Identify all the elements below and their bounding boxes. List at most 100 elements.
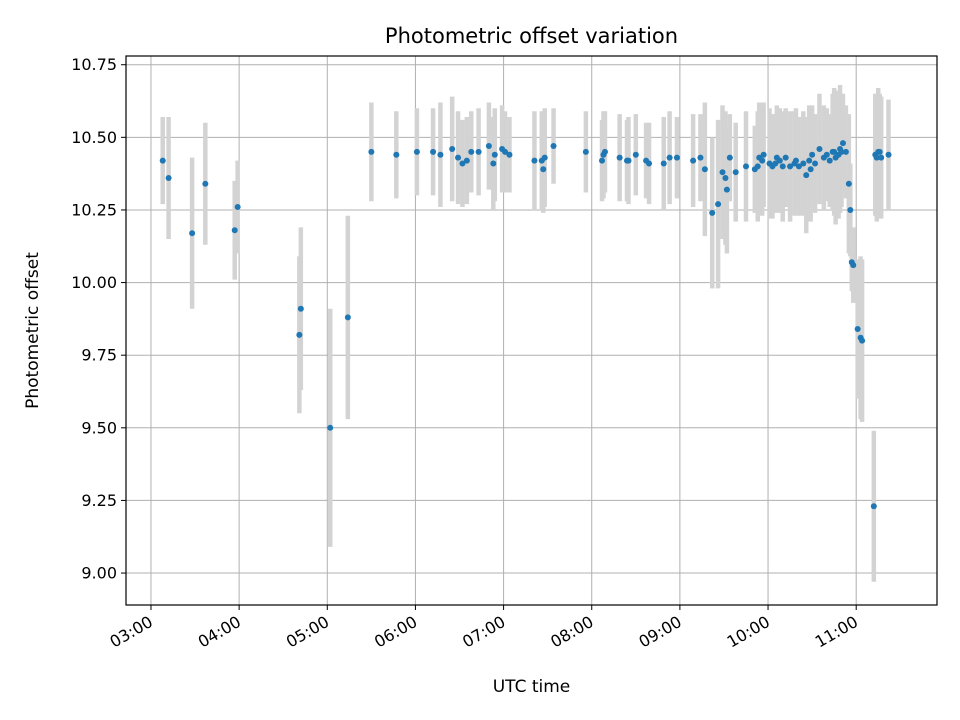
x-axis-title: UTC time: [493, 677, 571, 697]
data-point: [541, 154, 548, 161]
data-point: [646, 160, 653, 167]
data-point: [812, 160, 819, 167]
data-point: [816, 145, 823, 152]
data-point: [455, 154, 462, 161]
data-point: [803, 172, 810, 179]
y-axis-title: Photometric offset: [23, 252, 43, 409]
data-point: [531, 157, 538, 164]
data-point: [413, 148, 420, 155]
data-point: [782, 154, 789, 161]
data-point: [673, 154, 680, 161]
data-point: [202, 180, 209, 187]
data-point: [159, 157, 166, 164]
data-point: [550, 143, 557, 150]
y-tick-label: 10.00: [71, 273, 117, 292]
grid-lines: [126, 56, 937, 605]
data-point: [779, 163, 786, 170]
data-point: [839, 140, 846, 147]
data-point: [876, 148, 883, 155]
chart-title: Photometric offset variation: [385, 24, 678, 48]
data-point: [759, 157, 766, 164]
data-point: [743, 163, 750, 170]
data-point: [878, 154, 885, 161]
data-point: [723, 186, 730, 193]
data-point: [599, 157, 606, 164]
data-point: [823, 151, 830, 158]
data-point: [854, 326, 861, 333]
data-point: [437, 151, 444, 158]
data-point: [540, 166, 547, 173]
data-point: [760, 151, 767, 158]
data-point: [792, 157, 799, 164]
data-points: [159, 140, 892, 510]
plot-area-frame: [125, 55, 938, 606]
data-point: [582, 148, 589, 155]
data-point: [800, 160, 807, 167]
data-point: [616, 154, 623, 161]
data-point: [506, 151, 513, 158]
data-point: [165, 175, 172, 181]
data-point: [722, 175, 729, 181]
data-point: [842, 148, 849, 155]
y-tick-label: 10.75: [71, 55, 117, 74]
data-point: [632, 151, 639, 158]
data-point: [847, 206, 854, 213]
data-point: [327, 424, 334, 431]
data-point: [234, 204, 241, 211]
data-point: [463, 157, 470, 164]
data-point: [831, 148, 838, 155]
data-point: [666, 154, 673, 161]
data-point: [870, 503, 877, 510]
data-point: [787, 163, 794, 170]
data-point: [468, 148, 475, 155]
y-tick-label: 9.00: [81, 564, 117, 583]
y-tick-label: 9.75: [81, 346, 117, 365]
data-point: [449, 145, 456, 152]
data-point: [807, 166, 814, 173]
data-point: [297, 305, 304, 312]
data-point: [625, 157, 632, 164]
y-tick-label: 10.25: [71, 200, 117, 219]
data-point: [850, 262, 857, 269]
data-point: [690, 157, 697, 164]
data-point: [838, 148, 845, 155]
data-point: [715, 201, 722, 208]
data-point: [430, 148, 437, 155]
data-point: [726, 154, 733, 161]
data-point: [795, 163, 802, 170]
data-point: [296, 331, 303, 338]
data-point: [344, 314, 351, 321]
data-point: [393, 151, 400, 158]
data-point: [809, 151, 816, 158]
data-point: [459, 160, 466, 167]
data-point: [490, 160, 497, 167]
data-point: [231, 227, 238, 234]
data-point: [826, 157, 833, 164]
data-point: [709, 209, 716, 216]
y-tick-label: 10.50: [71, 128, 117, 147]
y-tick-label: 9.25: [81, 491, 117, 510]
data-point: [772, 160, 779, 167]
data-point: [697, 154, 704, 161]
y-tick-label: 9.50: [81, 418, 117, 437]
data-point: [601, 148, 608, 155]
data-point: [475, 148, 482, 155]
data-point: [754, 163, 761, 170]
data-point: [189, 230, 196, 237]
data-point: [859, 337, 866, 344]
data-point: [732, 169, 739, 176]
data-point: [873, 154, 880, 161]
data-point: [485, 143, 492, 150]
data-point: [491, 151, 498, 158]
data-point: [776, 157, 783, 164]
data-point: [885, 151, 892, 158]
data-point: [806, 157, 813, 164]
data-point: [368, 148, 375, 155]
data-point: [845, 180, 852, 187]
data-point: [660, 160, 667, 167]
data-point: [719, 169, 726, 176]
data-point: [701, 166, 708, 173]
data-point: [502, 148, 509, 155]
